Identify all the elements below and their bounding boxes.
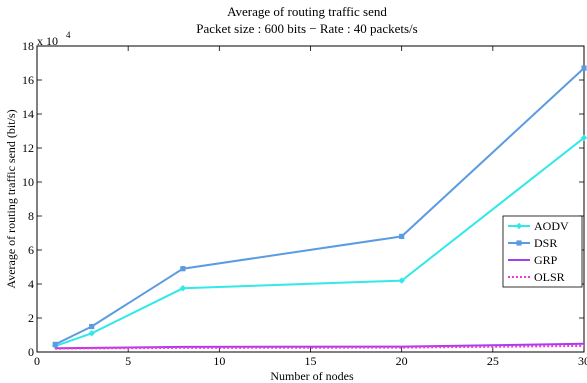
y-tick-label: 4 (28, 277, 34, 291)
legend-label-grp: GRP (534, 253, 558, 267)
x-tick-label: 0 (34, 354, 40, 368)
data-point-aodv (88, 330, 95, 337)
series-line-olsr (55, 344, 585, 350)
legend: AODV DSR GRP OLSR (502, 215, 583, 288)
y-multiplier-exponent: 4 (66, 30, 71, 40)
chart-subtitle: Packet size : 600 bits − Rate : 40 packe… (196, 21, 417, 36)
data-point-dsr (581, 65, 587, 71)
y-tick-label: 14 (22, 107, 34, 121)
chart-title: Average of routing traffic send (227, 4, 387, 19)
data-point-dsr (89, 323, 95, 330)
legend-label-aodv: AODV (534, 219, 569, 233)
legend-label-olsr: OLSR (534, 270, 565, 284)
y-tick-label: 12 (22, 141, 34, 155)
series-dsr (52, 65, 587, 347)
y-tick-label: 2 (28, 311, 34, 325)
y-multiplier-base: x 10 (37, 34, 58, 48)
legend-item-olsr: OLSR (508, 270, 565, 284)
series-line-dsr (54, 67, 585, 346)
data-point-dsr (52, 341, 58, 347)
y-multiplier: x 10 4 (37, 30, 71, 48)
y-tick-label: 6 (28, 243, 34, 257)
x-tick-label: 10 (213, 354, 225, 368)
data-point-aodv (398, 277, 405, 284)
legend-item-aodv: AODV (508, 219, 569, 233)
data-point-dsr (399, 233, 405, 239)
x-tick-label: 30 (578, 354, 587, 368)
legend-item-grp: GRP (508, 253, 558, 267)
legend-marker-dsr (516, 240, 522, 246)
y-axis-label: Average of routing traffic send (bit/s) (4, 109, 18, 288)
plot-area (36, 45, 585, 353)
y-tick-label: 18 (22, 39, 34, 53)
legend-item-dsr: DSR (508, 236, 557, 250)
x-tick-label: 20 (396, 354, 408, 368)
y-tick-label: 0 (28, 345, 34, 359)
data-point-aodv (179, 285, 187, 292)
series-aodv (52, 134, 587, 350)
x-tick-label: 5 (125, 354, 131, 368)
y-tick-label: 10 (22, 175, 34, 189)
legend-marker-aodv (515, 222, 523, 230)
data-point-aodv (580, 134, 587, 141)
y-tick-label: 8 (28, 209, 34, 223)
legend-label-dsr: DSR (534, 236, 557, 250)
legend-box (502, 215, 583, 288)
x-tick-label: 25 (487, 354, 499, 368)
y-tick-label: 16 (22, 73, 34, 87)
series-olsr (55, 344, 585, 350)
x-axis-label: Number of nodes (270, 369, 354, 383)
data-point-dsr (180, 266, 186, 272)
x-tick-label: 15 (305, 354, 317, 368)
